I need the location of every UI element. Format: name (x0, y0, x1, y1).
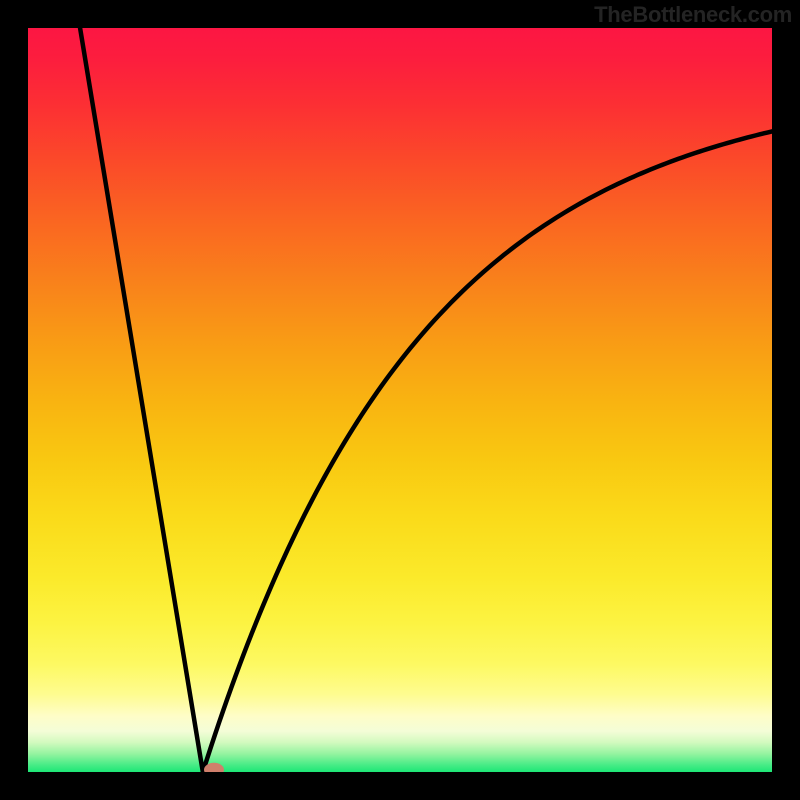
bottleneck-chart (0, 0, 800, 800)
watermark-text: TheBottleneck.com (594, 2, 792, 28)
